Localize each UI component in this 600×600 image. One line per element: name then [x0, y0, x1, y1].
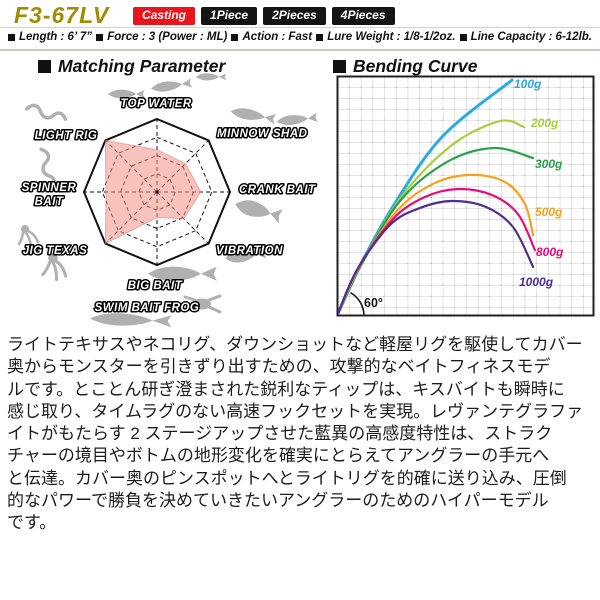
matching-parameter-radar-chart: TOP WATER MINNOW SHAD CRANK BAIT VIBRATION B…	[20, 97, 317, 316]
tab-bar: Casting 1Piece 2Pieces 4Pieces	[133, 7, 395, 25]
curve-label-300g: 300g	[535, 157, 563, 171]
radar-sub-label: SWIM BAIT FROG	[95, 302, 200, 314]
square-bullet-icon	[96, 33, 104, 41]
radar-axis-label: LIGHT RIG	[35, 130, 98, 142]
curve-label-100g: 100g	[514, 77, 542, 91]
tab-casting[interactable]: Casting	[133, 7, 196, 25]
tab-1piece[interactable]: 1Piece	[201, 7, 258, 25]
divider	[0, 49, 600, 51]
curve-label-200g: 200g	[530, 116, 559, 130]
bending-grid	[338, 77, 593, 315]
angle-arc	[350, 291, 365, 316]
spec-action: Action : Fast	[231, 31, 312, 43]
spec-length-text: Length : 6’ 7”	[19, 31, 93, 43]
worm-lure-icon	[24, 101, 69, 125]
bending-curve-title: Bending Curve	[353, 56, 478, 76]
shad-lure-icon	[276, 112, 318, 127]
bending-curve-1000g	[338, 199, 535, 315]
spinnerbait-lure-icon	[17, 223, 40, 248]
divider	[0, 27, 600, 28]
radar-axis-label: JIG TEXAS	[23, 245, 88, 257]
tab-4pieces[interactable]: 4Pieces	[331, 7, 395, 25]
angle-annotation: 60°	[364, 296, 383, 310]
radar-axis-label: BAIT	[35, 196, 64, 208]
radar-axis-label: CRANK BAIT	[239, 184, 316, 196]
square-bullet-icon	[38, 60, 51, 73]
spec-force: Force : 3 (Power : ML)	[96, 31, 227, 43]
square-bullet-icon	[8, 33, 15, 41]
square-bullet-icon	[316, 33, 324, 41]
square-bullet-icon	[459, 33, 467, 41]
spec-lure-weight: Lure Weight : 1/8-1/2oz.	[316, 31, 455, 43]
bigbait-lure-icon	[148, 266, 217, 281]
spec-line-capacity-text: Line Capacity : 6-12lb.	[470, 31, 592, 43]
radar-outer-ring	[82, 117, 232, 267]
matching-parameter-title: Matching Parameter	[58, 56, 226, 76]
radar-axis-label: TOP WATER	[120, 98, 192, 110]
description-line: イトがもたらす 2 ステージアップさせた藍異の高感度特性は、ストラク	[7, 424, 553, 444]
radar-axis-label: VIBRATION	[216, 245, 283, 257]
square-bullet-icon	[231, 33, 239, 41]
spec-length: Length : 6’ 7”	[8, 31, 92, 43]
spec-lure-weight-text: Lure Weight : 1/8-1/2oz.	[327, 31, 456, 43]
spec-force-text: Force : 3 (Power : ML)	[107, 31, 228, 43]
bending-chart-border	[336, 75, 595, 317]
crankbait-lure-icon	[233, 196, 283, 224]
square-bullet-icon	[333, 60, 346, 73]
topwater-lure-icon	[150, 78, 193, 94]
radar-data-polygon	[104, 139, 202, 245]
spec-line-capacity: Line Capacity : 6-12lb.	[459, 31, 592, 43]
description-line: ライトテキサスやネコリグ、ダウンショットなど軽屋リグを駆使してカバー	[7, 335, 583, 354]
bending-curve-heading: Bending Curve	[333, 56, 477, 77]
page-title: F3-67LV	[14, 2, 110, 28]
description-line: 感じ取り、タイムラグのない高速フックセットを実現。レヴァンテグラファ	[7, 401, 584, 421]
matching-parameter-heading: Matching Parameter	[38, 56, 225, 77]
description-line: 奥からモンスターを引きずり出すための、攻撃的なベイトフィネスモデ	[7, 357, 551, 377]
radar-axis-label: MINNOW SHAD	[217, 128, 307, 140]
bending-curve-chart: 100g 200g 300g 500g 800g 1000g 60°	[336, 75, 595, 317]
description-line: ルです。とことん研ぎ澄まされた鋭利なティップは、キスバイトも瞬時に	[7, 379, 565, 399]
radar-axis-label: SPINNER	[22, 182, 77, 194]
swimbait-lure-icon	[89, 312, 172, 328]
topwater-lure-icon	[108, 89, 145, 99]
description-line: 的なパワーで勝負を決めていきたいアングラーのためのハイパーモデル	[7, 491, 549, 511]
tab-2pieces[interactable]: 2Pieces	[263, 7, 326, 25]
minnow-lure-icon	[229, 105, 277, 125]
description-line: です。	[7, 513, 57, 533]
curve-label-500g: 500g	[535, 205, 563, 219]
spec-action-text: Action : Fast	[242, 31, 313, 43]
description-line: チャーの境目やボトムの地形変化を確実にとらえてアングラーの手元へ	[7, 446, 550, 466]
curve-label-800g: 800g	[536, 245, 564, 259]
spec-bar: Length : 6’ 7” Force : 3 (Power : ML) Ac…	[0, 31, 600, 43]
radar-axis-label: BIG BAIT	[128, 280, 183, 292]
curve-label-1000g: 1000g	[519, 275, 554, 289]
description-line: と伝達。カバー奥のピンスポットへとライトリグを的確に送り込み、圧倒	[7, 468, 567, 488]
description-text: ライトテキサスやネコリグ、ダウンショットなど軽屋リグを駆使してカバー 奥からモン…	[7, 334, 597, 535]
